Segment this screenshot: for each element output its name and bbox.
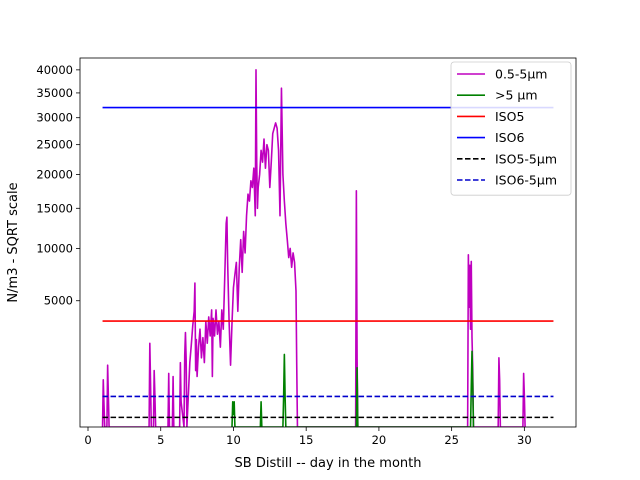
legend: 0.5-5µm >5 µm ISO5 ISO6 ISO5-5µm ISO6-5µm [450, 61, 572, 196]
x-tick-label: 15 [299, 433, 314, 447]
x-tick-label: 5 [157, 433, 164, 447]
legend-entry: ISO6-5µm [495, 173, 557, 188]
y-tick-label: 20000 [36, 167, 73, 181]
y-tick-label: 15000 [36, 201, 73, 215]
y-tick-label: 30000 [36, 111, 73, 125]
y-tick-label: 10000 [36, 241, 73, 255]
x-axis-ticks: 0 5 10 15 20 25 30 [84, 427, 532, 447]
y-axis-label: N/m3 - SQRT scale [6, 182, 21, 302]
legend-entry: >5 µm [495, 88, 538, 103]
y-axis-ticks: 5000 10000 15000 20000 25000 30000 35000 40000 [36, 63, 80, 308]
x-tick-label: 0 [84, 433, 91, 447]
y-tick-label: 40000 [36, 63, 73, 77]
x-tick-label: 30 [517, 433, 532, 447]
x-tick-label: 25 [444, 433, 459, 447]
legend-entry: ISO5-5µm [495, 151, 557, 166]
x-tick-label: 20 [372, 433, 387, 447]
series-line-1 [101, 69, 526, 427]
series-line-2 [231, 350, 475, 427]
legend-entry: ISO5 [495, 109, 524, 124]
x-axis-label: SB Distill -- day in the month [235, 456, 422, 471]
legend-entry: ISO6 [495, 130, 524, 145]
y-tick-label: 5000 [44, 294, 73, 308]
legend-entry: 0.5-5µm [495, 67, 547, 82]
y-tick-label: 35000 [36, 86, 73, 100]
plot-frame [79, 57, 577, 428]
y-tick-label: 25000 [36, 138, 73, 152]
x-tick-label: 10 [226, 433, 241, 447]
